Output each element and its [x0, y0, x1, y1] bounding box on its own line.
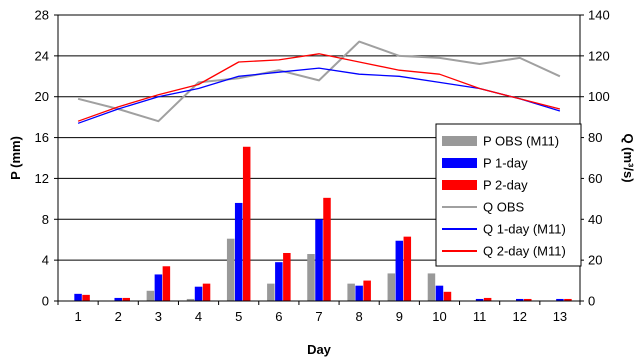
- y-left-tick-label: 4: [42, 253, 49, 268]
- bar-series-group: [74, 146, 572, 301]
- legend-label: Q OBS: [483, 200, 525, 215]
- x-tick-label: 10: [432, 309, 446, 324]
- y-left-tick-label: 8: [42, 212, 49, 227]
- legend-label: P 2-day: [483, 178, 528, 193]
- bar: [242, 146, 251, 301]
- line-series-group: [77, 40, 561, 124]
- bar: [475, 298, 484, 301]
- y-left-tick-label: 12: [35, 171, 49, 186]
- bar: [202, 283, 211, 301]
- legend-swatch: [442, 158, 477, 168]
- bar: [556, 298, 564, 301]
- bar: [387, 273, 396, 301]
- x-tick-label: 13: [553, 309, 567, 324]
- y-right-tick-label: 60: [588, 171, 602, 186]
- bar: [307, 254, 315, 301]
- y-right-tick-label: 20: [588, 253, 602, 268]
- y-right-tick-label: 80: [588, 130, 602, 145]
- bar: [483, 297, 492, 301]
- x-tick-label: 12: [513, 309, 527, 324]
- y-axis-right-label: Q (m³/s): [621, 133, 636, 182]
- bar: [315, 219, 323, 301]
- bar: [74, 293, 82, 301]
- series-line: [77, 40, 561, 123]
- legend-label: P OBS (M11): [483, 134, 559, 149]
- y-left-tick-label: 28: [35, 8, 49, 23]
- bar: [234, 202, 243, 301]
- legend-box: [435, 123, 582, 267]
- bar: [146, 290, 155, 301]
- bar: [355, 285, 363, 301]
- x-tick-label: 1: [74, 309, 81, 324]
- bar: [524, 298, 532, 301]
- legend-swatch: [442, 136, 477, 146]
- bar: [194, 286, 203, 301]
- bar: [186, 298, 195, 301]
- x-axis-label: Day: [307, 342, 332, 357]
- bar: [226, 238, 235, 301]
- bar: [283, 252, 291, 301]
- bar: [275, 262, 283, 301]
- x-tick-label: 6: [275, 309, 282, 324]
- bar: [427, 273, 436, 301]
- bar: [516, 298, 524, 301]
- y-axis-left-label: P (mm): [8, 136, 23, 180]
- bar: [403, 236, 412, 301]
- x-tick-label: 11: [473, 309, 487, 324]
- series-line: [77, 67, 561, 124]
- bar: [154, 274, 163, 301]
- legend-label: P 1-day: [483, 156, 528, 171]
- bar: [435, 285, 444, 301]
- legend: P OBS (M11) P 1-day P 2-day Q OBS Q 1-day (M…: [435, 123, 582, 267]
- x-tick-label: 5: [235, 309, 242, 324]
- bar: [363, 280, 371, 301]
- legend-label: Q 1-day (M11): [483, 222, 566, 237]
- legend-label: Q 2-day (M11): [483, 244, 566, 259]
- x-tick-label: 4: [195, 309, 202, 324]
- bar: [122, 297, 130, 301]
- x-tick-label: 2: [115, 309, 122, 324]
- y-right-tick-label: 0: [588, 294, 595, 309]
- y-left-tick-label: 20: [35, 89, 49, 104]
- x-tick-label: 8: [356, 309, 363, 324]
- y-left-tick-label: 16: [35, 130, 49, 145]
- y-left-tick-label: 24: [35, 48, 49, 63]
- series-line: [77, 53, 561, 122]
- x-tick-label: 3: [155, 309, 162, 324]
- bar: [347, 283, 355, 301]
- bar: [162, 266, 171, 301]
- bar: [267, 283, 275, 301]
- bar: [443, 291, 452, 301]
- y-right-tick-label: 120: [588, 48, 610, 63]
- y-left-tick-label: 0: [42, 294, 49, 309]
- legend-swatch: [442, 180, 477, 190]
- y-right-tick-label: 140: [588, 8, 610, 23]
- bar: [82, 294, 90, 301]
- y-right-tick-label: 40: [588, 212, 602, 227]
- bar: [564, 298, 572, 301]
- x-tick-label: 9: [396, 309, 403, 324]
- x-tick-label: 7: [315, 309, 322, 324]
- bar: [323, 197, 331, 301]
- y-right-tick-label: 100: [588, 89, 610, 104]
- bar: [395, 240, 404, 301]
- bar: [114, 297, 122, 301]
